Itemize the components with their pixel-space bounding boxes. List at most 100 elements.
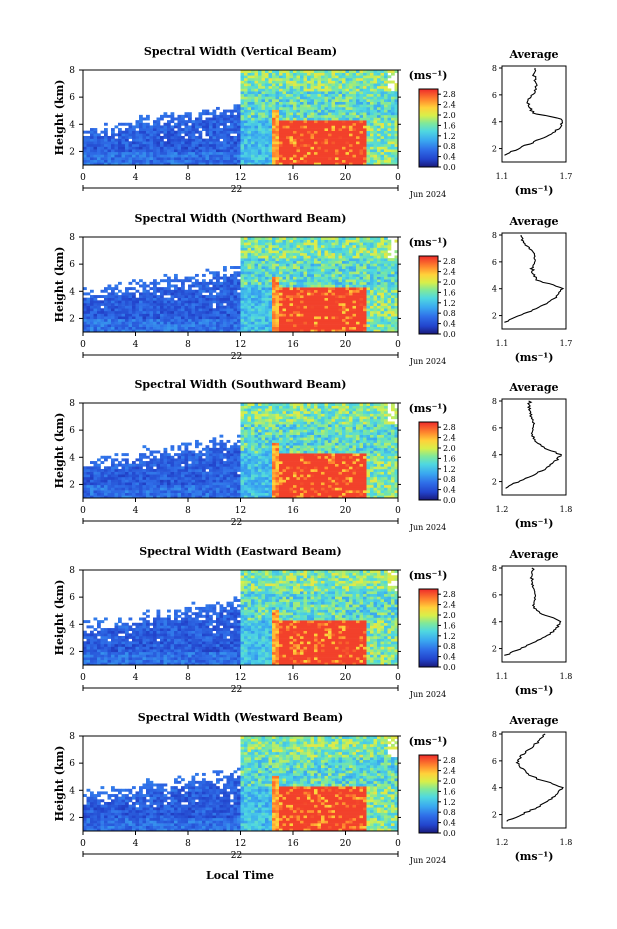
heatmap-cell — [268, 114, 273, 118]
heatmap-cell — [387, 93, 392, 97]
heatmap-cell — [237, 305, 241, 309]
heatmap-cell — [366, 141, 371, 145]
heatmap-cell — [296, 300, 301, 304]
heatmap-cell — [146, 305, 150, 309]
heatmap-cell — [286, 154, 290, 158]
heatmap-cell — [352, 326, 357, 330]
heatmap-cell — [254, 321, 259, 325]
heatmap-cell — [345, 302, 350, 306]
heatmap-cell — [300, 157, 304, 161]
heatmap-cell — [216, 308, 220, 312]
heatmap-cell — [293, 271, 297, 275]
heatmap-cell — [135, 141, 140, 145]
heatmap-cell — [310, 326, 315, 330]
heatmap-cell — [191, 122, 196, 126]
heatmap-cell — [156, 305, 161, 309]
heatmap-cell — [342, 101, 346, 105]
heatmap-cell — [230, 308, 234, 312]
heatmap-cell — [107, 141, 112, 145]
heatmap-cell — [373, 128, 378, 131]
heatmap-cell — [142, 146, 147, 150]
heatmap-cell — [181, 313, 185, 317]
heatmap-cell — [328, 143, 332, 147]
heatmap-cell — [370, 318, 374, 322]
heatmap-cell — [359, 77, 364, 81]
heatmap-cell — [195, 324, 199, 328]
heatmap-cell — [282, 135, 287, 139]
heatmap-cell — [279, 305, 283, 309]
heatmap-cell — [209, 318, 213, 322]
panel-title: Spectral Width (Southward Beam) — [134, 378, 346, 391]
heatmap-cell — [142, 321, 147, 325]
heatmap-cell — [373, 72, 378, 76]
heatmap-cell — [275, 237, 280, 240]
heatmap-cell — [209, 157, 213, 161]
heatmap-cell — [128, 321, 133, 325]
heatmap-cell — [83, 141, 87, 145]
heatmap-cell — [90, 162, 94, 166]
heatmap-cell — [240, 138, 245, 142]
heatmap-cell — [370, 141, 374, 145]
heatmap-cell — [307, 146, 311, 150]
heatmap-cell — [307, 112, 311, 116]
heatmap-cell — [212, 151, 217, 155]
heatmap-cell — [156, 122, 161, 126]
heatmap-cell — [279, 295, 283, 298]
heatmap-cell — [198, 289, 203, 293]
heatmap-cell — [279, 276, 283, 280]
heatmap-cell — [153, 289, 157, 293]
heatmap-cell — [258, 276, 262, 280]
heatmap-cell — [261, 101, 266, 105]
heatmap-cell — [289, 292, 294, 296]
heatmap-cell — [90, 484, 94, 488]
heatmap-cell — [111, 133, 115, 137]
heatmap-cell — [153, 302, 157, 306]
heatmap-cell — [373, 239, 378, 243]
heatmap-cell — [335, 109, 339, 113]
heatmap-cell — [93, 318, 98, 322]
heatmap-cell — [226, 300, 231, 304]
heatmap-cell — [310, 157, 315, 161]
heatmap-cell — [90, 316, 94, 320]
heatmap-cell — [114, 125, 119, 129]
heatmap-cell — [310, 271, 315, 275]
heatmap-cell — [181, 289, 185, 293]
heatmap-cell — [111, 151, 115, 155]
heatmap-cell — [331, 91, 336, 95]
heatmap-cell — [251, 138, 255, 142]
heatmap-cell — [184, 143, 189, 147]
heatmap-cell — [391, 300, 395, 304]
heatmap-cell — [83, 300, 87, 304]
x-tick-label: 12 — [235, 173, 246, 183]
heatmap-cell — [163, 143, 168, 147]
heatmap-cell — [177, 287, 182, 291]
heatmap-cell — [349, 106, 353, 110]
heatmap-cell — [272, 99, 276, 102]
heatmap-cell — [83, 316, 87, 320]
heatmap-cell — [303, 324, 308, 328]
heatmap-cell — [356, 122, 360, 126]
heatmap-cell — [163, 151, 168, 155]
heatmap-cell — [300, 70, 304, 73]
heatmap-cell — [216, 106, 220, 110]
heatmap-cell — [387, 109, 392, 113]
heatmap-cell — [272, 316, 276, 320]
heatmap-cell — [345, 72, 350, 76]
heatmap-cell — [289, 271, 294, 275]
heatmap-cell — [338, 104, 343, 108]
heatmap-cell — [380, 318, 385, 322]
heatmap-cell — [265, 266, 269, 269]
heatmap-cell — [310, 75, 315, 79]
heatmap-cell — [349, 297, 353, 301]
heatmap-cell — [216, 154, 220, 158]
heatmap-cell — [352, 239, 357, 243]
heatmap-cell — [97, 463, 101, 467]
heatmap-cell — [90, 321, 94, 325]
heatmap-cell — [331, 143, 336, 147]
heatmap-cell — [324, 287, 329, 291]
heatmap-cell — [293, 88, 297, 92]
heatmap-cell — [394, 151, 399, 155]
heatmap-cell — [286, 133, 290, 137]
heatmap-cell — [335, 141, 339, 145]
heatmap-cell — [314, 162, 318, 166]
